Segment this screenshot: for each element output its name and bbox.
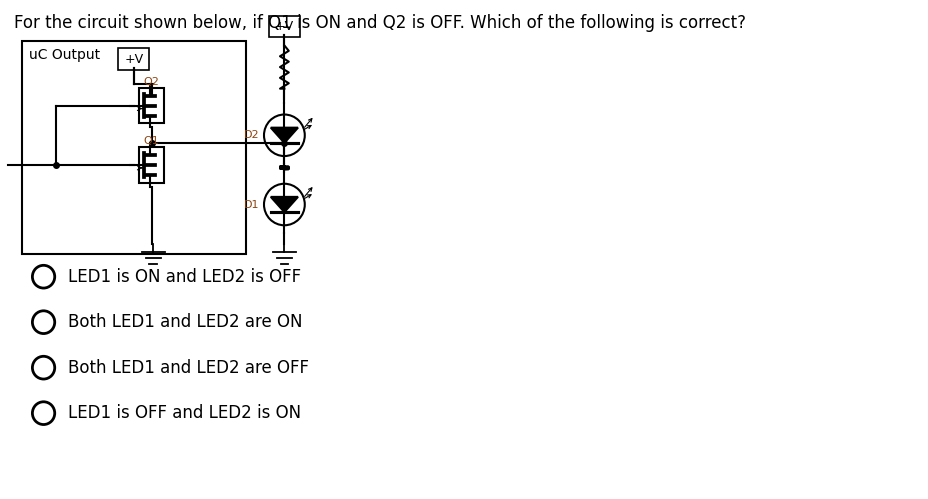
Text: Both LED1 and LED2 are OFF: Both LED1 and LED2 are OFF <box>68 359 308 377</box>
Text: +V: +V <box>275 20 293 33</box>
Text: Both LED1 and LED2 are ON: Both LED1 and LED2 are ON <box>68 313 302 331</box>
Text: D2: D2 <box>243 130 259 140</box>
Bar <box>22 41 245 254</box>
Text: Q1: Q1 <box>143 136 159 146</box>
Text: Q2: Q2 <box>143 77 159 87</box>
FancyBboxPatch shape <box>118 48 149 70</box>
Text: D1: D1 <box>243 200 259 210</box>
Polygon shape <box>270 128 298 143</box>
Text: LED1 is ON and LED2 is OFF: LED1 is ON and LED2 is OFF <box>68 267 301 286</box>
Text: For the circuit shown below, if Q1 is ON and Q2 is OFF. Which of the following i: For the circuit shown below, if Q1 is ON… <box>15 13 745 31</box>
FancyBboxPatch shape <box>268 15 300 37</box>
Text: LED1 is OFF and LED2 is ON: LED1 is OFF and LED2 is ON <box>68 404 301 422</box>
Text: +V: +V <box>124 52 143 66</box>
Polygon shape <box>270 197 298 212</box>
Text: uC Output: uC Output <box>29 48 100 62</box>
